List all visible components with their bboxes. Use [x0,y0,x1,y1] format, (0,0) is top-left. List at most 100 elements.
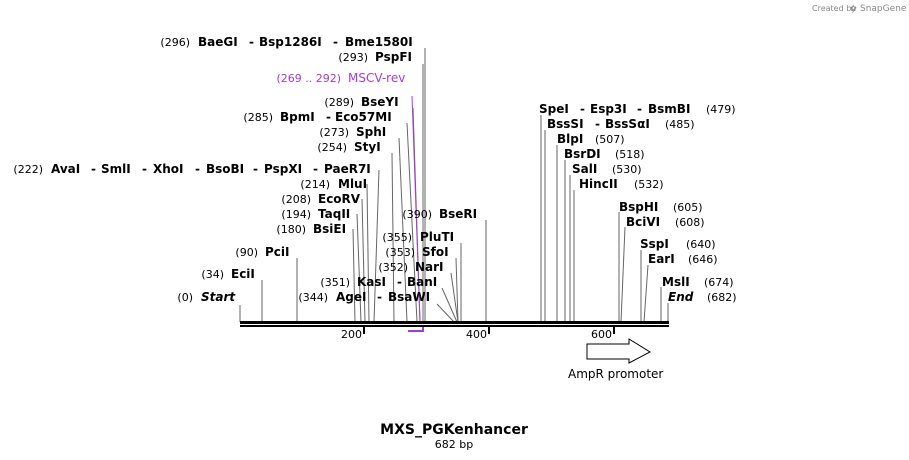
site-label-smli[interactable]: SmlI [101,162,131,176]
site-label-esp3i[interactable]: Esp3I [590,102,627,116]
site-label-bsssi[interactable]: BssSI [547,117,584,131]
site-label-bsssai[interactable]: BssSαI [605,117,650,131]
site-label-bsawi[interactable]: BsaWI [388,290,430,304]
separator: - [326,110,331,124]
site-label-blpi[interactable]: BlpI [557,132,583,146]
site-label-sali[interactable]: SalI [572,162,597,176]
separator: - [142,162,147,176]
separator: - [195,162,200,176]
site-label-xhoi[interactable]: XhoI [153,162,184,176]
site-pos: (640) [686,238,716,251]
map-length: 682 bp [435,438,473,451]
site-label-eari[interactable]: EarI [648,252,675,266]
site-label-bsp1286i[interactable]: Bsp1286I [259,35,322,49]
site-label-eco57mi[interactable]: Eco57MI [335,110,392,124]
tick-label-600: 600 [591,328,612,341]
site-label-bsmbi[interactable]: BsmBI [648,102,690,116]
site-pos: (285) [243,111,273,124]
site-pos: (646) [688,253,718,266]
separator: - [91,162,96,176]
snapgene-logo-icon: ✿ [850,4,857,13]
primer-label-mscv-rev[interactable]: MSCV-rev [348,71,405,85]
site-pos: (90) [235,246,258,259]
site-label-group: (390) BseRI (355) PluTI (353) SfoI (352)… [298,207,477,304]
site-label-pcii[interactable]: PciI [265,245,290,259]
site-pos: (351) [320,276,350,289]
site-label-styi[interactable]: StyI [354,140,381,154]
site-pos: (214) [300,178,330,191]
site-label-ecii[interactable]: EciI [231,267,255,281]
site-pos: (296) [160,36,190,49]
site-label-taqii[interactable]: TaqII [318,207,350,221]
site-pos: (479) [706,103,736,116]
site-label-bsrdi[interactable]: BsrDI [564,147,601,161]
site-label-pluti[interactable]: PluTI [420,230,454,244]
site-label-group: (296) BaeGI - Bsp1286I - Bme1580I (293) … [13,35,412,304]
site-label-hincii[interactable]: HincII [579,177,618,191]
feature-label-ampr: AmpR promoter [568,367,663,381]
site-pos: (352) [378,261,408,274]
site-pos: (605) [673,201,703,214]
primer-connector [411,95,421,323]
separator: - [580,102,585,116]
site-label-avai[interactable]: AvaI [51,162,80,176]
separator: - [397,275,402,289]
dna-backbone [240,321,669,327]
site-pos: (34) [201,268,224,281]
site-label-bseyi[interactable]: BseYI [361,95,399,109]
map-title: MXS_PGKenhancer [380,422,528,438]
site-pos: (530) [612,163,642,176]
site-pos: (674) [704,276,734,289]
site-label-msli[interactable]: MslI [662,275,690,289]
site-pos: (293) [338,51,368,64]
site-pos: (289) [324,96,354,109]
site-label-bsiei[interactable]: BsiEI [313,222,346,236]
site-label-ecorv[interactable]: EcoRV [318,192,361,206]
site-pos: (344) [298,291,328,304]
site-pos: (353) [385,246,415,259]
site-label-agei[interactable]: AgeI [336,290,366,304]
site-pos: (355) [382,231,412,244]
site-pos: (254) [317,141,347,154]
site-pos: (608) [675,216,705,229]
site-connectors [239,48,669,323]
site-label-sfoi[interactable]: SfoI [422,245,449,259]
site-label-bsphi[interactable]: BspHI [619,200,658,214]
site-label-bseri[interactable]: BseRI [439,207,477,221]
ruler-ticks [363,327,615,334]
site-pos: (485) [665,118,695,131]
site-pos: (390) [402,208,432,221]
site-label-pspfi[interactable]: PspFI [375,50,412,64]
site-pos: (682) [707,291,737,304]
site-label-bcivi[interactable]: BciVI [626,215,660,229]
tick-label-200: 200 [341,328,362,341]
primer-range: (269 .. 292) [276,72,341,85]
site-label-pspxi[interactable]: PspXI [264,162,302,176]
brand-text: SnapGene [860,4,907,14]
separator: - [377,290,382,304]
separator: - [333,35,338,49]
site-pos: (518) [615,148,645,161]
site-label-mlui[interactable]: MluI [338,177,367,191]
site-label-paer7i[interactable]: PaeR7I [324,162,371,176]
site-label-sphi[interactable]: SphI [356,125,386,139]
site-label-bani[interactable]: BanI [407,275,437,289]
site-pos: (273) [319,126,349,139]
site-label-end: End [668,290,694,304]
site-pos: (180) [276,223,306,236]
site-label-spei[interactable]: SpeI [539,102,569,116]
site-label-bsobi[interactable]: BsoBI [206,162,244,176]
ampr-promoter-arrow[interactable] [586,338,652,364]
separator: - [253,162,258,176]
site-label-bpmi[interactable]: BpmI [280,110,315,124]
site-label-bme1580i[interactable]: Bme1580I [345,35,413,49]
site-pos: (208) [281,193,311,206]
separator: - [249,35,254,49]
separator: - [313,162,318,176]
site-label-nari[interactable]: NarI [415,260,444,274]
site-label-sspi[interactable]: SspI [640,237,669,251]
site-label-kasi[interactable]: KasI [357,275,386,289]
site-label-baegi[interactable]: BaeGI [198,35,238,49]
created-by-text: Created by [812,4,856,13]
site-label-start: Start [201,290,236,304]
